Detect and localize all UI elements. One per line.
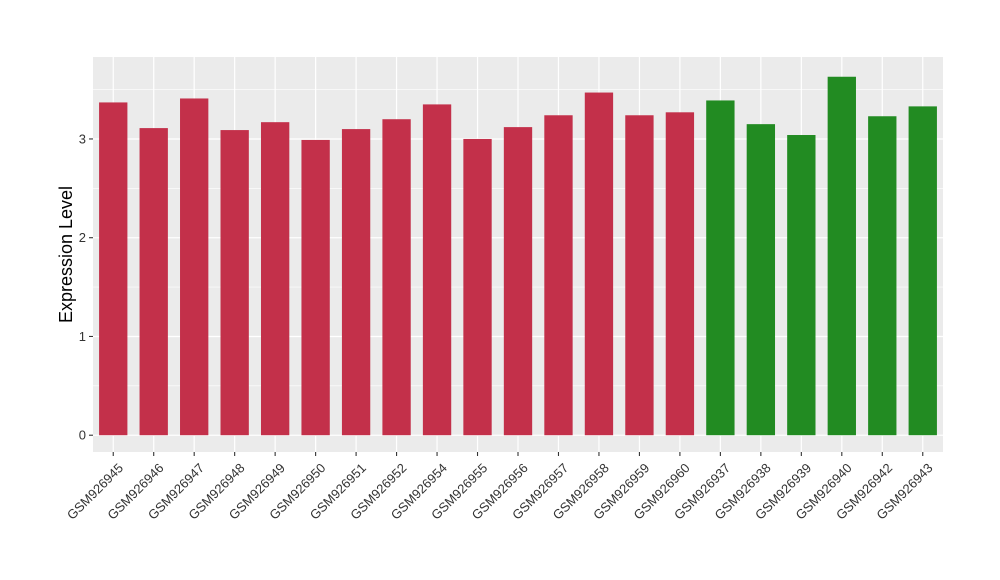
bars	[99, 76, 937, 436]
bar-GSM926945	[99, 102, 128, 436]
bar-GSM926938	[746, 124, 776, 436]
bar-GSM926948	[220, 130, 249, 436]
y-axis: 0 1 2 3	[79, 131, 93, 443]
bar-GSM926959	[625, 115, 654, 436]
x-axis: GSM926945GSM926946GSM926947GSM926948GSM9…	[64, 452, 936, 523]
bar-GSM926957	[544, 115, 573, 436]
bar-GSM926954	[422, 104, 452, 436]
bar-GSM926949	[260, 122, 290, 436]
bar-GSM926950	[301, 139, 330, 436]
bar-GSM926942	[868, 116, 897, 436]
y-tick-label: 1	[79, 329, 86, 344]
bar-GSM926937	[706, 100, 735, 436]
y-tick-label: 0	[79, 428, 86, 443]
bar-GSM926955	[463, 138, 492, 436]
bar-GSM926943	[908, 106, 937, 436]
bar-GSM926947	[180, 98, 209, 436]
bar-GSM926960	[665, 112, 695, 436]
y-tick-label: 2	[79, 230, 86, 245]
bar-GSM926956	[503, 127, 533, 436]
bar-GSM926951	[341, 129, 371, 436]
y-axis-title: Expression Level	[56, 186, 76, 323]
y-tick-label: 3	[79, 131, 86, 146]
bar-GSM926940	[827, 76, 856, 436]
bar-GSM926952	[382, 119, 411, 436]
bar-GSM926946	[139, 128, 168, 436]
bar-GSM926958	[584, 92, 614, 436]
bar-GSM926939	[787, 135, 816, 436]
